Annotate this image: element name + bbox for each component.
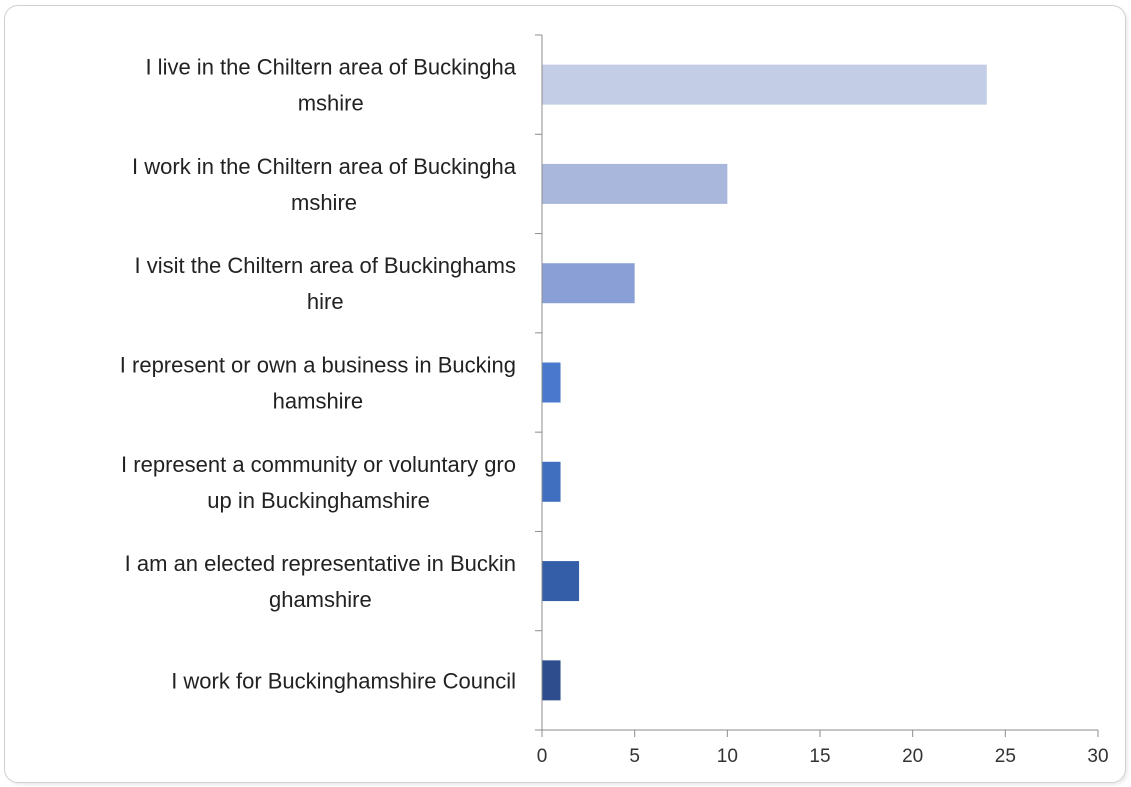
bar-5 bbox=[542, 561, 580, 602]
category-label-0: I live in the Chiltern area of Buckingha… bbox=[145, 55, 516, 116]
category-label-6: I work for Buckinghamshire Council bbox=[171, 668, 516, 693]
bar-6 bbox=[542, 660, 561, 701]
category-label-line: I am an elected representative in Buckin bbox=[125, 551, 516, 576]
x-tick-label: 5 bbox=[629, 746, 640, 767]
category-label-1: I work in the Chiltern area of Buckingha… bbox=[132, 154, 517, 215]
chart-frame bbox=[4, 5, 1126, 783]
category-label-line: hire bbox=[307, 289, 344, 314]
category-label-line: ghamshire bbox=[269, 587, 372, 612]
category-label-line: mshire bbox=[291, 190, 357, 215]
category-label-line: mshire bbox=[298, 91, 364, 116]
bar-3 bbox=[542, 362, 561, 403]
category-label-2: I visit the Chiltern area of Buckinghams… bbox=[134, 253, 516, 314]
category-label-line: I work in the Chiltern area of Buckingha bbox=[132, 154, 517, 179]
category-label-5: I am an elected representative in Buckin… bbox=[125, 551, 516, 612]
bar-4 bbox=[542, 461, 561, 502]
x-tick-label: 20 bbox=[902, 746, 923, 767]
bars-group bbox=[542, 64, 987, 701]
category-labels: I live in the Chiltern area of Buckingha… bbox=[120, 55, 517, 694]
category-label-line: hamshire bbox=[273, 389, 363, 414]
x-tick-label: 25 bbox=[995, 746, 1016, 767]
category-label-line: I visit the Chiltern area of Buckinghams bbox=[134, 253, 516, 278]
x-tick-label: 15 bbox=[809, 746, 830, 767]
x-tick-label: 0 bbox=[537, 746, 548, 767]
axes-group bbox=[535, 34, 1099, 737]
category-label-line: I represent or own a business in Bucking bbox=[120, 353, 516, 378]
category-label-line: I represent a community or voluntary gro bbox=[121, 452, 516, 477]
category-label-line: up in Buckinghamshire bbox=[207, 488, 430, 513]
bar-2 bbox=[542, 263, 635, 304]
bar-1 bbox=[542, 163, 728, 204]
category-label-4: I represent a community or voluntary gro… bbox=[121, 452, 516, 513]
bar-0 bbox=[542, 64, 987, 105]
x-tick-label: 30 bbox=[1087, 746, 1108, 767]
category-label-3: I represent or own a business in Bucking… bbox=[120, 353, 516, 414]
x-tick-labels: 0 5 10 15 20 25 30 bbox=[537, 746, 1109, 767]
x-tick-label: 10 bbox=[717, 746, 738, 767]
category-label-line: I work for Buckinghamshire Council bbox=[171, 668, 516, 693]
category-label-line: I live in the Chiltern area of Buckingha bbox=[145, 55, 516, 80]
